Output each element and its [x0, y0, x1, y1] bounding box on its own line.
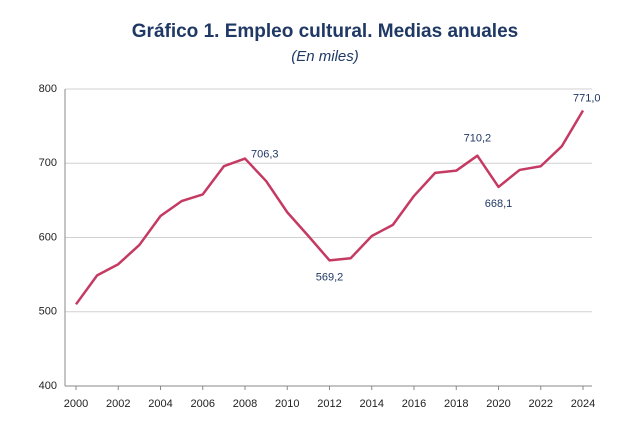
x-tick-label: 2024 — [571, 398, 595, 410]
data-label: 771,0 — [573, 92, 601, 104]
x-tick-label: 2014 — [360, 398, 384, 410]
x-tick-label: 2004 — [148, 398, 172, 410]
x-tick-label: 2016 — [402, 398, 426, 410]
y-tick-label: 500 — [39, 306, 57, 318]
y-tick-label: 400 — [39, 380, 57, 392]
chart-subtitle: (En miles) — [291, 48, 359, 65]
x-tick-label: 2000 — [64, 398, 88, 410]
x-tick-label: 2002 — [106, 398, 130, 410]
x-tick-label: 2008 — [233, 398, 257, 410]
y-tick-label: 700 — [39, 157, 57, 169]
data-label: 710,2 — [464, 133, 492, 145]
y-tick-label: 800 — [39, 83, 57, 95]
x-tick-label: 2012 — [317, 398, 341, 410]
x-tick-label: 2022 — [529, 398, 553, 410]
data-line — [74, 109, 585, 306]
chart-title: Gráfico 1. Empleo cultural. Medias anual… — [132, 21, 518, 42]
data-label: 668,1 — [485, 198, 513, 210]
x-tick-label: 2018 — [444, 398, 468, 410]
data-label: 706,3 — [251, 148, 279, 160]
x-tick-label: 2006 — [191, 398, 215, 410]
y-tick-label: 600 — [39, 231, 57, 243]
data-label: 569,2 — [316, 271, 344, 283]
x-tick-label: 2020 — [486, 398, 510, 410]
x-tick-label: 2010 — [275, 398, 299, 410]
